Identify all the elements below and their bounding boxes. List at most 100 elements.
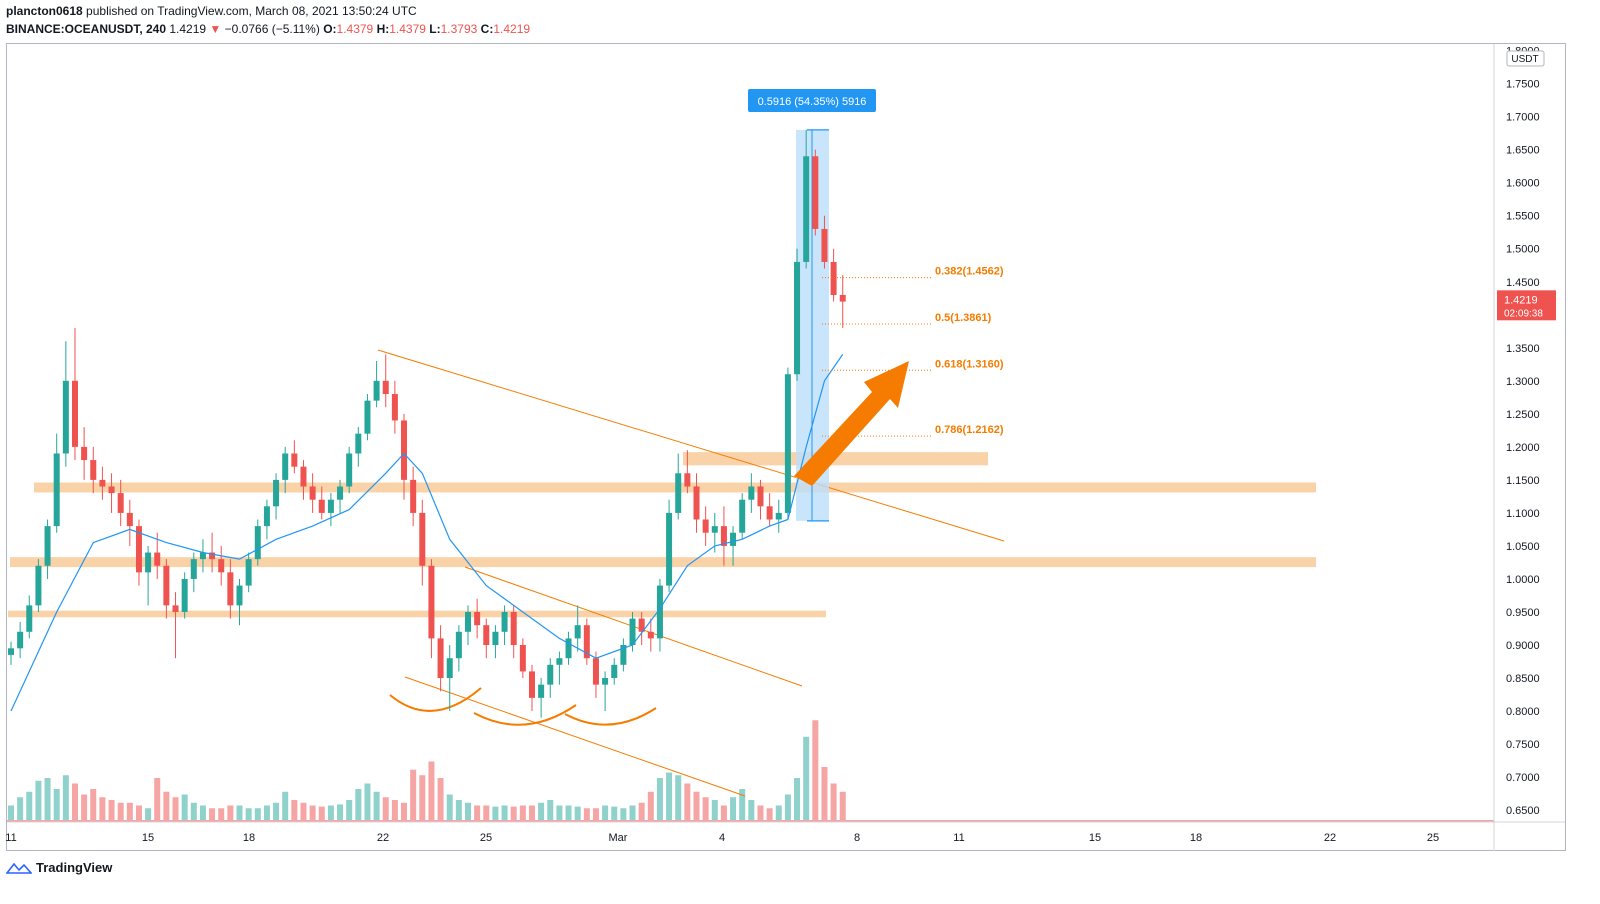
candle-body[interactable] [693, 486, 700, 520]
candle-body[interactable] [483, 625, 490, 646]
candle-body[interactable] [44, 526, 51, 566]
candle-body[interactable] [401, 420, 408, 480]
shoulder-right-arc[interactable] [564, 707, 657, 726]
candle-body[interactable] [794, 261, 801, 375]
candle-body[interactable] [337, 486, 344, 500]
candle-body[interactable] [71, 380, 78, 447]
candle-body[interactable] [647, 631, 654, 639]
candle-body[interactable] [720, 526, 727, 546]
candle-body[interactable] [556, 658, 563, 665]
candle-body[interactable] [428, 565, 435, 639]
candle-body[interactable] [739, 499, 746, 533]
candle-body[interactable] [711, 526, 718, 533]
candle-body[interactable] [53, 453, 60, 527]
candle-body[interactable] [62, 380, 69, 454]
candle-body[interactable] [766, 506, 773, 520]
shoulder-left-arc[interactable] [389, 687, 482, 712]
candle-body[interactable] [812, 156, 819, 229]
candle-body[interactable] [172, 605, 179, 612]
candle-body[interactable] [227, 572, 234, 606]
candle-body[interactable] [26, 605, 33, 632]
candle-body[interactable] [81, 446, 88, 461]
candle-body[interactable] [730, 532, 737, 546]
candle-body[interactable] [839, 294, 846, 302]
candle-body[interactable] [510, 611, 517, 646]
candle-body[interactable] [309, 486, 316, 500]
candle-body[interactable] [410, 479, 417, 513]
candle-body[interactable] [821, 228, 828, 262]
candle-body[interactable] [17, 631, 24, 649]
candle-body[interactable] [190, 559, 197, 579]
candle-body[interactable] [455, 631, 462, 659]
candle-body[interactable] [327, 499, 334, 513]
candle-body[interactable] [382, 380, 389, 395]
candle-body[interactable] [620, 645, 627, 665]
candle-body[interactable] [373, 380, 380, 401]
candle-body[interactable] [236, 585, 243, 606]
candle-body[interactable] [465, 611, 471, 632]
candle-body[interactable] [775, 512, 782, 520]
candle-body[interactable] [684, 473, 691, 487]
candle-body[interactable] [117, 493, 124, 513]
candle-body[interactable] [437, 638, 444, 679]
zone-rect[interactable] [8, 610, 826, 618]
candle-body[interactable] [702, 519, 709, 533]
candle-body[interactable] [181, 578, 188, 612]
publisher-name[interactable]: plancton0618 [6, 4, 83, 18]
candle-body[interactable] [245, 559, 252, 586]
candle-body[interactable] [592, 658, 599, 685]
candle-body[interactable] [474, 611, 481, 626]
symbol-name[interactable]: BINANCE:OCEANUSDT, 240 [6, 22, 167, 36]
candle-body[interactable] [666, 512, 673, 586]
candle-body[interactable] [538, 684, 545, 698]
candle-body[interactable] [209, 552, 216, 560]
head-arc[interactable] [473, 704, 577, 726]
candle-body[interactable] [391, 394, 398, 421]
candle-body[interactable] [446, 658, 453, 679]
candle-body[interactable] [803, 156, 810, 262]
candle-body[interactable] [611, 664, 618, 679]
candle-body[interactable] [199, 552, 206, 560]
candle-body[interactable] [675, 473, 682, 513]
candle-body[interactable] [364, 400, 371, 434]
candle-body[interactable] [346, 453, 353, 487]
upper-trendline[interactable] [377, 349, 1005, 542]
candle-body[interactable] [163, 565, 170, 606]
candle-body[interactable] [135, 526, 142, 573]
candle-body[interactable] [99, 479, 106, 487]
candle-body[interactable] [501, 611, 508, 632]
candle-body[interactable] [629, 618, 636, 646]
projection-arrow[interactable] [794, 361, 909, 486]
candle-body[interactable] [154, 552, 161, 566]
candle-body[interactable] [8, 648, 14, 655]
candle-body[interactable] [254, 526, 261, 560]
candle-body[interactable] [757, 486, 764, 507]
candle-body[interactable] [574, 625, 581, 639]
candle-body[interactable] [126, 512, 133, 527]
candle-body[interactable] [602, 678, 609, 685]
candle-body[interactable] [830, 261, 837, 295]
candle-body[interactable] [547, 664, 554, 685]
candle-body[interactable] [145, 552, 152, 573]
zone-rect[interactable] [34, 482, 1316, 493]
candle-body[interactable] [90, 460, 97, 480]
zone-rect[interactable] [10, 557, 1316, 568]
candle-body[interactable] [318, 499, 325, 513]
candle-body[interactable] [218, 559, 225, 573]
candle-body[interactable] [273, 479, 280, 507]
footer-brand[interactable]: TradingView [6, 860, 112, 875]
candle-body[interactable] [263, 506, 270, 527]
candle-body[interactable] [291, 453, 298, 467]
candle-body[interactable] [656, 585, 663, 639]
candle-body[interactable] [300, 466, 307, 487]
candle-body[interactable] [35, 565, 42, 606]
candle-body[interactable] [419, 512, 426, 566]
chart-frame[interactable] [6, 43, 1566, 851]
channel-lower-line[interactable] [404, 676, 746, 797]
candle-body[interactable] [519, 645, 526, 672]
candle-body[interactable] [355, 433, 362, 454]
candle-body[interactable] [492, 631, 499, 646]
candle-body[interactable] [583, 625, 590, 659]
candle-body[interactable] [638, 618, 645, 632]
